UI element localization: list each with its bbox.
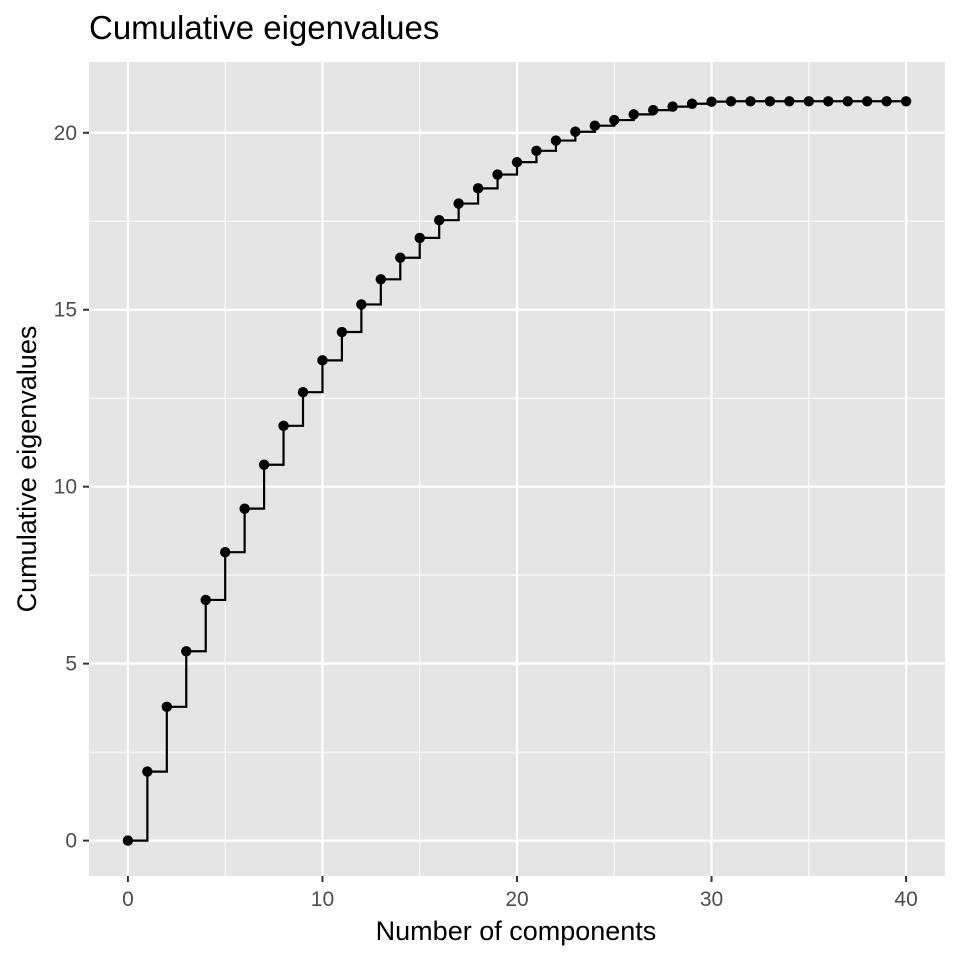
x-tick-label: 0 <box>122 888 134 911</box>
data-point <box>706 96 717 107</box>
data-point <box>842 96 853 107</box>
data-point <box>609 114 620 126</box>
data-point <box>745 96 756 107</box>
x-axis: 0 10 20 30 40 <box>122 876 918 911</box>
data-point <box>239 503 250 514</box>
data-point <box>278 420 289 432</box>
data-point <box>589 120 601 131</box>
data-point <box>200 594 211 606</box>
data-point <box>161 701 173 713</box>
data-point <box>258 459 270 470</box>
data-point <box>356 299 367 310</box>
data-point <box>511 156 523 168</box>
data-point <box>784 96 795 107</box>
x-tick-label: 20 <box>505 888 528 911</box>
data-point <box>453 198 464 209</box>
data-point <box>433 214 445 226</box>
y-tick-label: 5 <box>65 653 77 676</box>
chart-title: Cumulative eigenvalues <box>89 9 439 46</box>
data-point <box>628 109 639 120</box>
data-point <box>297 387 309 398</box>
data-point <box>317 355 328 366</box>
data-point <box>803 96 815 107</box>
y-tick-label: 15 <box>54 299 77 322</box>
data-point <box>686 98 698 109</box>
data-point <box>900 96 912 107</box>
y-tick-label: 10 <box>54 476 77 499</box>
data-point <box>531 145 542 157</box>
data-point <box>861 96 873 107</box>
data-point <box>823 96 834 107</box>
data-point <box>219 546 231 558</box>
data-point <box>725 96 737 107</box>
data-point <box>492 169 503 180</box>
series <box>122 96 912 846</box>
plot-panel <box>89 62 945 876</box>
data-point <box>647 104 659 116</box>
data-point <box>472 183 484 194</box>
data-point <box>336 326 348 338</box>
x-tick-label: 10 <box>311 888 334 911</box>
data-point <box>881 96 892 107</box>
data-point <box>122 835 134 846</box>
data-point <box>667 101 678 112</box>
data-point <box>764 96 776 107</box>
y-tick-label: 20 <box>54 122 77 145</box>
y-tick-label: 0 <box>65 830 77 853</box>
data-point <box>375 274 387 285</box>
data-point <box>570 126 581 137</box>
x-axis-title: Number of components <box>376 916 657 946</box>
data-point <box>142 766 153 777</box>
y-axis: 0 5 10 15 20 <box>54 122 89 853</box>
data-point <box>181 646 192 657</box>
data-point <box>395 252 406 263</box>
y-axis-title: Cumulative eigenvalues <box>12 326 42 613</box>
x-tick-label: 30 <box>700 888 723 911</box>
data-point <box>414 232 425 244</box>
data-point <box>550 135 562 146</box>
x-tick-label: 40 <box>894 888 917 911</box>
